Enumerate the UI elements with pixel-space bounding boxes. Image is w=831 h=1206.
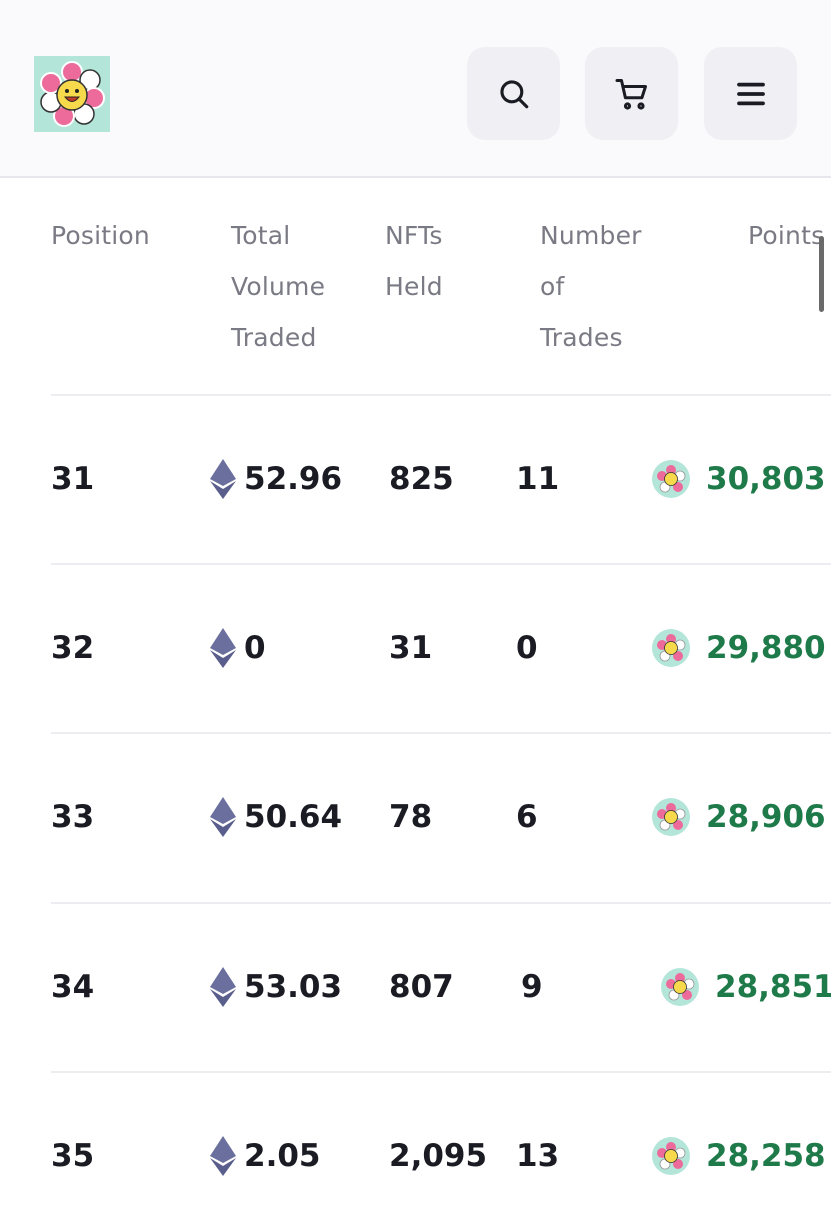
trades-cell: 11 — [516, 461, 560, 497]
nfts-held-cell: 78 — [389, 799, 433, 835]
column-header-number-of-trades[interactable]: Number of Trades — [540, 221, 642, 352]
column-header-points[interactable]: Points — [748, 221, 825, 250]
ethereum-icon — [210, 459, 236, 499]
table-row[interactable]: 34 53.03 807 9 28,851 — [0, 937, 831, 1037]
nfts-held-cell: 2,095 — [389, 1138, 488, 1174]
points-cell: 28,906 — [652, 767, 826, 867]
ethereum-icon — [210, 1136, 236, 1176]
column-header-nfts-held[interactable]: NFTs Held — [385, 221, 443, 301]
trades-cell: 6 — [516, 799, 538, 835]
points-cell: 28,258 — [652, 1106, 826, 1206]
search-icon — [499, 79, 528, 108]
flower-points-icon — [652, 629, 690, 667]
row-divider — [51, 902, 831, 904]
volume-cell: 52.96 — [210, 429, 342, 529]
flower-points-icon — [652, 460, 690, 498]
ethereum-icon — [210, 628, 236, 668]
flower-logo-icon[interactable] — [34, 56, 110, 132]
flower-points-icon — [661, 968, 699, 1006]
flower-points-icon — [652, 798, 690, 836]
points-cell: 28,851 — [661, 937, 831, 1037]
position-cell: 35 — [51, 1138, 95, 1174]
row-divider — [51, 1071, 831, 1073]
position-cell: 33 — [51, 799, 95, 835]
volume-cell: 53.03 — [210, 937, 342, 1037]
menu-button[interactable] — [704, 47, 797, 140]
nfts-held-cell: 807 — [389, 969, 454, 1005]
search-button[interactable] — [467, 47, 560, 140]
flower-points-icon — [652, 1137, 690, 1175]
volume-cell: 0 — [210, 598, 266, 698]
table-row[interactable]: 31 52.96 825 11 30,803 — [0, 429, 831, 529]
volume-cell: 2.05 — [210, 1106, 321, 1206]
column-header-total-volume-traded[interactable]: Total Volume Traded — [231, 221, 326, 352]
table-row[interactable]: 35 2.05 2,095 13 28,258 — [0, 1106, 831, 1206]
position-cell: 34 — [51, 969, 95, 1005]
volume-cell: 50.64 — [210, 767, 342, 867]
column-header-position[interactable]: Position — [51, 221, 150, 250]
ethereum-icon — [210, 797, 236, 837]
trades-cell: 13 — [516, 1138, 560, 1174]
horizontal-scroll-indicator[interactable] — [819, 236, 824, 312]
cart-icon — [615, 78, 647, 110]
trades-cell: 9 — [521, 969, 543, 1005]
position-cell: 32 — [51, 630, 95, 666]
row-divider — [51, 732, 831, 734]
position-cell: 31 — [51, 461, 95, 497]
cart-button[interactable] — [585, 47, 678, 140]
top-nav-bar — [0, 0, 831, 178]
row-divider — [51, 563, 831, 565]
ethereum-icon — [210, 967, 236, 1007]
points-cell: 29,880 — [652, 598, 826, 698]
row-divider — [51, 394, 831, 396]
table-row[interactable]: 33 50.64 78 6 28,906 — [0, 767, 831, 867]
trades-cell: 0 — [516, 630, 538, 666]
hamburger-menu-icon — [736, 82, 765, 105]
points-cell: 30,803 — [652, 429, 826, 529]
nfts-held-cell: 31 — [389, 630, 433, 666]
table-row[interactable]: 32 0 31 0 29,880 — [0, 598, 831, 698]
nfts-held-cell: 825 — [389, 461, 454, 497]
